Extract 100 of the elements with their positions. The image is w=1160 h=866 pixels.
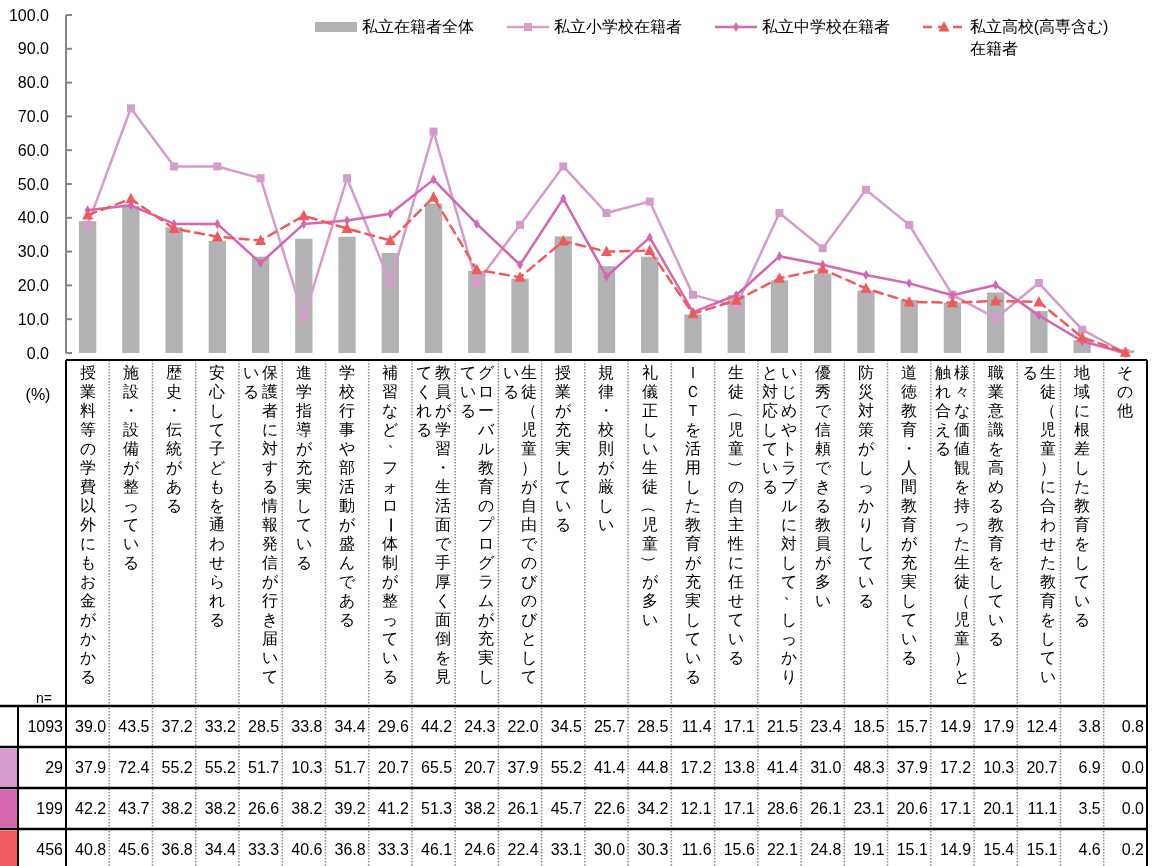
x-tick-label: 様々な価値観を持った生徒（児童）と触れ合える	[935, 364, 970, 685]
data-label: 21.5	[766, 718, 799, 735]
annotation: n=	[36, 690, 52, 706]
x-tick-label: 防災対策がしっかりしている	[856, 363, 875, 610]
y-tick-label: 90.0	[17, 40, 49, 58]
data-label: 34.5	[550, 718, 582, 735]
data-label: 40.6	[291, 841, 323, 858]
x-tick-label: 保護者に対する情報発信が行き届いている	[243, 364, 278, 685]
data-label: 26.6	[248, 800, 280, 817]
data-label: 18.5	[853, 718, 885, 735]
x-tick-label: 授業料等の学費以外にもお金がかかる	[78, 363, 97, 686]
data-label: 3.5	[1078, 800, 1101, 817]
x-tick-label: 進学指導が充実している	[294, 363, 313, 572]
data-label: 38.2	[204, 800, 236, 817]
data-label: 0.8	[1121, 718, 1144, 735]
data-label: 25.7	[594, 718, 626, 735]
annotation: 1093	[27, 718, 63, 735]
data-label: 0.2	[1121, 841, 1144, 858]
x-tick-label: ＩＣＴを活用した教育が充実している	[683, 363, 702, 686]
data-label: 10.3	[983, 759, 1015, 776]
data-label: 20.7	[1026, 759, 1058, 776]
data-label: 11.6	[681, 841, 712, 858]
x-tick-label: 道徳教育・人間教育が充実している	[900, 363, 919, 667]
data-label: 26.1	[507, 800, 539, 817]
data-label: 22.4	[507, 841, 539, 858]
x-tick-label: 安心して子どもを通わせられる	[208, 363, 227, 629]
data-label: 12.4	[1026, 718, 1058, 735]
annotation: 456	[36, 841, 63, 858]
x-tick-label: 学校行事や部活動が盛んである	[338, 363, 357, 629]
data-label: 14.9	[939, 718, 972, 735]
y-tick-label: 20.0	[17, 276, 49, 294]
data-label: 43.7	[118, 800, 150, 817]
data-label: 45.6	[118, 841, 150, 858]
data-label: 33.1	[550, 841, 582, 858]
data-label: 31.0	[810, 759, 842, 776]
data-label: 44.2	[421, 718, 453, 735]
data-label: 12.1	[680, 800, 712, 817]
data-label: 26.1	[810, 800, 842, 817]
data-label: 22.6	[594, 800, 626, 817]
data-label: 17.1	[723, 718, 755, 735]
y-tick-label: 30.0	[17, 243, 49, 261]
annotation: 29	[45, 759, 63, 776]
data-label: 17.1	[939, 800, 972, 817]
data-label: 41.4	[594, 759, 626, 776]
data-label: 24.6	[464, 841, 496, 858]
data-label: 24.3	[464, 718, 496, 735]
x-tick-label: 職業意識を高める教育をしている	[986, 363, 1005, 648]
data-label: 39.0	[75, 718, 107, 735]
data-label: 20.1	[983, 800, 1015, 817]
data-label: 17.1	[723, 800, 755, 817]
data-label: 34.4	[334, 718, 366, 735]
data-label: 10.3	[291, 759, 323, 776]
data-label: 37.9	[507, 759, 539, 776]
data-label: 55.2	[161, 759, 193, 776]
data-label: 36.8	[161, 841, 193, 858]
data-label: 28.6	[766, 800, 799, 817]
data-label: 51.7	[334, 759, 366, 776]
data-label: 19.1	[853, 841, 885, 858]
data-label: 72.4	[118, 759, 150, 776]
data-label: 37.9	[75, 759, 107, 776]
data-label: 45.7	[550, 800, 582, 817]
data-label: 15.1	[1026, 841, 1058, 858]
x-tick-label: 生徒（児童）が自由でのびのびとしている	[502, 364, 538, 685]
data-label: 38.2	[291, 800, 323, 817]
x-tick-label: 補習など、フォロー体制が整っている	[380, 363, 405, 686]
data-label: 13.8	[723, 759, 755, 776]
data-label: 30.0	[594, 841, 626, 858]
data-label: 20.7	[377, 759, 409, 776]
data-label: 46.1	[421, 841, 453, 858]
data-label: 17.2	[939, 759, 972, 776]
data-label: 65.5	[421, 759, 453, 776]
annotation: 199	[36, 800, 63, 817]
data-label: 36.8	[334, 841, 366, 858]
data-label: 51.3	[421, 800, 453, 817]
data-label: 22.1	[766, 841, 799, 858]
annotation: (%)	[25, 385, 51, 403]
x-tick-label: 生徒（児童）の自主性に任せている	[726, 363, 746, 667]
data-label: 44.8	[637, 759, 669, 776]
data-label: 15.4	[983, 841, 1015, 858]
data-label: 15.7	[896, 718, 928, 735]
y-tick-label: 70.0	[17, 107, 49, 125]
data-label: 20.6	[896, 800, 928, 817]
data-label: 15.6	[723, 841, 755, 858]
data-label: 42.2	[75, 800, 107, 817]
y-tick-label: 60.0	[17, 141, 49, 159]
data-label: 33.3	[248, 841, 280, 858]
data-label: 28.5	[248, 718, 280, 735]
data-label: 33.3	[377, 841, 409, 858]
data-label: 0.0	[1121, 759, 1144, 776]
data-label: 17.2	[680, 759, 712, 776]
x-tick-label: 生徒（児童）に合わせた教育をしている	[1021, 364, 1057, 685]
data-label: 20.7	[464, 759, 496, 776]
data-label: 11.1	[1027, 800, 1058, 817]
data-label: 17.9	[983, 718, 1015, 735]
data-label: 38.2	[464, 800, 496, 817]
data-label: 41.4	[766, 759, 799, 776]
data-label: 48.3	[853, 759, 885, 776]
x-tick-label: 規律・校則が厳しい	[597, 363, 616, 534]
data-label: 34.2	[637, 800, 669, 817]
y-tick-label: 80.0	[17, 74, 49, 92]
